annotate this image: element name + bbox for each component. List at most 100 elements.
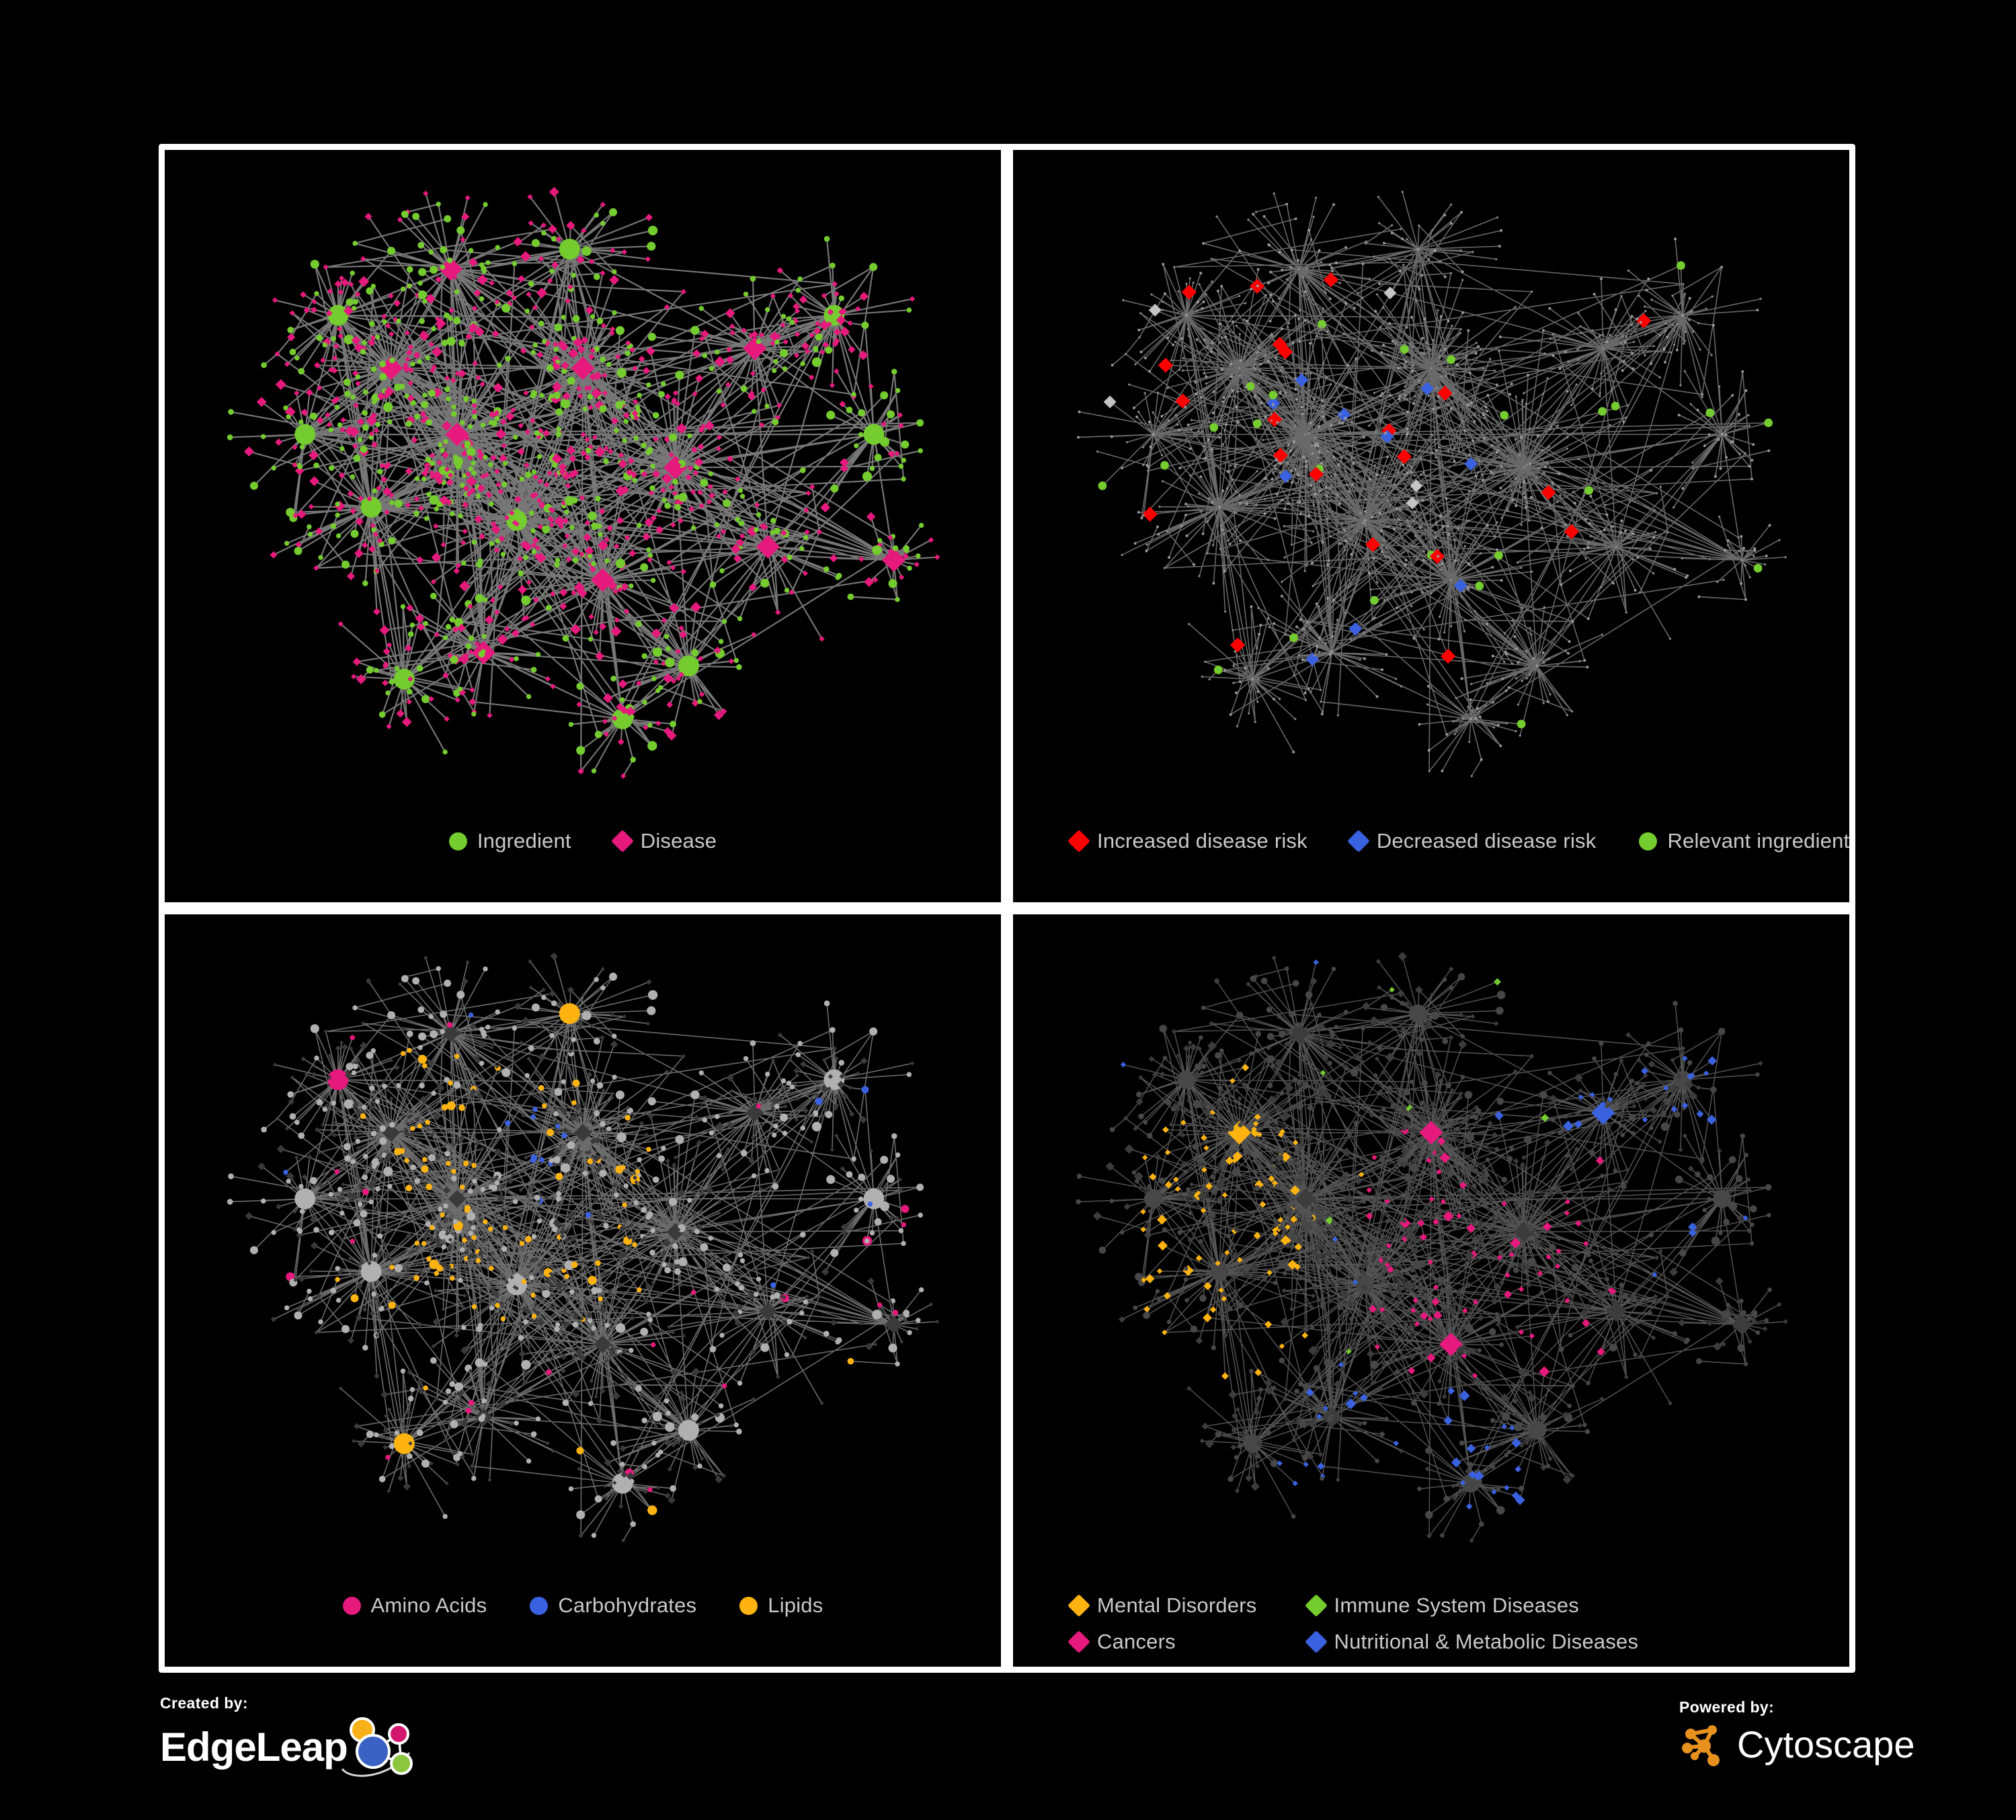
- network-node-ingredient[interactable]: [1460, 1074, 1465, 1080]
- network-node-ingredient[interactable]: [1242, 1431, 1248, 1435]
- network-node-ingredient[interactable]: [916, 553, 921, 559]
- network-node-ingredient[interactable]: [1466, 586, 1469, 589]
- network-node-ingredient[interactable]: [426, 491, 432, 497]
- network-node-ingredient[interactable]: [670, 1485, 676, 1492]
- network-node-ingredient[interactable]: [476, 561, 483, 568]
- network-node-disease[interactable]: [309, 1269, 314, 1273]
- network-node-disease[interactable]: [727, 1111, 731, 1117]
- network-node-ingredient[interactable]: [442, 1513, 448, 1519]
- network-node-ingredient[interactable]: [1268, 243, 1271, 247]
- network-node-disease[interactable]: [1519, 734, 1522, 738]
- network-node-disease[interactable]: [462, 528, 468, 535]
- network-node-disease[interactable]: [348, 426, 360, 438]
- network-node-disease[interactable]: [1643, 305, 1646, 308]
- network-node-disease[interactable]: [1317, 1022, 1326, 1031]
- network-node-ingredient[interactable]: [1381, 550, 1384, 553]
- network-node-ingredient[interactable]: [561, 315, 566, 320]
- network-node-ingredient[interactable]: [1330, 650, 1333, 654]
- network-node-ingredient[interactable]: [1474, 717, 1478, 720]
- network-node-ingredient[interactable]: [1277, 1154, 1284, 1161]
- network-node-ingredient[interactable]: [446, 337, 456, 346]
- network-node-ingredient[interactable]: [394, 666, 399, 672]
- network-node-ingredient[interactable]: [413, 510, 419, 517]
- network-node-disease[interactable]: [623, 1177, 629, 1183]
- network-node-disease[interactable]: [466, 1098, 472, 1104]
- network-node-ingredient[interactable]: [335, 533, 341, 539]
- network-node-disease[interactable]: [494, 1148, 502, 1156]
- network-node-ingredient[interactable]: [1273, 697, 1275, 701]
- network-node-disease[interactable]: [577, 768, 584, 775]
- network-node-disease[interactable]: [1540, 1464, 1547, 1471]
- network-node-disease[interactable]: [1369, 1112, 1375, 1118]
- network-node-disease[interactable]: [1588, 1298, 1593, 1303]
- network-node-disease[interactable]: [549, 508, 555, 514]
- network-node-ingredient[interactable]: [1282, 1271, 1287, 1276]
- network-node-disease[interactable]: [294, 1155, 299, 1160]
- network-node-ingredient[interactable]: [341, 1324, 350, 1333]
- network-node-ingredient[interactable]: [327, 1069, 349, 1091]
- network-node-ingredient[interactable]: [1160, 415, 1164, 418]
- network-node-ingredient[interactable]: [501, 303, 511, 313]
- network-node-disease[interactable]: [538, 1193, 543, 1197]
- network-node-ingredient[interactable]: [1644, 1052, 1649, 1057]
- network-node-ingredient[interactable]: [388, 1301, 396, 1309]
- network-node-ingredient[interactable]: [1467, 329, 1470, 332]
- network-node-ingredient[interactable]: [1184, 514, 1188, 517]
- network-node-ingredient[interactable]: [344, 334, 354, 345]
- network-node-ingredient[interactable]: [1619, 1294, 1623, 1300]
- network-node-ingredient[interactable]: [396, 318, 401, 324]
- network-node-ingredient[interactable]: [440, 246, 448, 253]
- network-node-ingredient[interactable]: [786, 316, 792, 321]
- network-node-ingredient[interactable]: [1382, 241, 1385, 245]
- network-node-disease[interactable]: [617, 738, 624, 746]
- network-node-ingredient[interactable]: [1494, 1147, 1500, 1152]
- network-node-ingredient[interactable]: [1270, 1165, 1277, 1173]
- network-node-disease[interactable]: [1518, 1368, 1527, 1377]
- network-node-ingredient[interactable]: [901, 476, 906, 482]
- network-node-disease[interactable]: [594, 1394, 598, 1399]
- network-node-disease[interactable]: [928, 1302, 934, 1307]
- network-node-disease[interactable]: [354, 1423, 360, 1429]
- network-node-ingredient[interactable]: [1592, 292, 1596, 296]
- network-node-disease[interactable]: [1211, 543, 1215, 547]
- network-node-disease[interactable]: [1541, 485, 1556, 500]
- network-node-disease[interactable]: [809, 332, 815, 338]
- network-node-disease[interactable]: [729, 1089, 735, 1093]
- network-node-ingredient[interactable]: [1378, 512, 1381, 515]
- network-node-ingredient[interactable]: [531, 1003, 540, 1012]
- network-node-disease[interactable]: [453, 567, 460, 575]
- network-node-disease[interactable]: [314, 362, 321, 369]
- network-node-ingredient[interactable]: [1437, 395, 1440, 399]
- network-node-disease[interactable]: [348, 1337, 354, 1344]
- network-node-ingredient[interactable]: [1344, 417, 1347, 420]
- network-node-disease[interactable]: [1429, 592, 1433, 595]
- network-node-disease[interactable]: [1381, 1238, 1387, 1244]
- network-node-ingredient[interactable]: [869, 263, 878, 272]
- network-node-ingredient[interactable]: [652, 411, 659, 419]
- network-node-disease[interactable]: [1447, 450, 1450, 454]
- network-node-ingredient[interactable]: [1706, 1174, 1713, 1181]
- network-node-disease[interactable]: [621, 249, 627, 255]
- network-node-disease[interactable]: [678, 672, 684, 678]
- network-node-disease[interactable]: [1303, 1461, 1309, 1468]
- network-node-ingredient[interactable]: [624, 1115, 631, 1121]
- network-node-ingredient[interactable]: [1236, 1184, 1241, 1189]
- network-node-ingredient[interactable]: [541, 994, 547, 1000]
- network-node-disease[interactable]: [354, 549, 364, 558]
- network-node-disease[interactable]: [1701, 395, 1704, 399]
- network-node-ingredient[interactable]: [1156, 525, 1159, 528]
- network-node-disease[interactable]: [374, 1333, 380, 1338]
- network-node-ingredient[interactable]: [1223, 1187, 1229, 1191]
- network-node-disease[interactable]: [1308, 1001, 1314, 1007]
- network-node-disease[interactable]: [579, 1260, 585, 1265]
- network-node-disease[interactable]: [830, 1319, 837, 1327]
- network-node-ingredient[interactable]: [858, 409, 866, 417]
- network-node-ingredient[interactable]: [1437, 637, 1441, 641]
- network-node-disease[interactable]: [371, 441, 378, 448]
- network-node-ingredient[interactable]: [1765, 554, 1768, 557]
- network-node-ingredient[interactable]: [417, 1054, 427, 1064]
- network-node-disease[interactable]: [697, 489, 703, 496]
- network-node-ingredient[interactable]: [864, 474, 870, 479]
- network-node-disease[interactable]: [532, 474, 539, 480]
- network-node-ingredient[interactable]: [716, 1153, 722, 1158]
